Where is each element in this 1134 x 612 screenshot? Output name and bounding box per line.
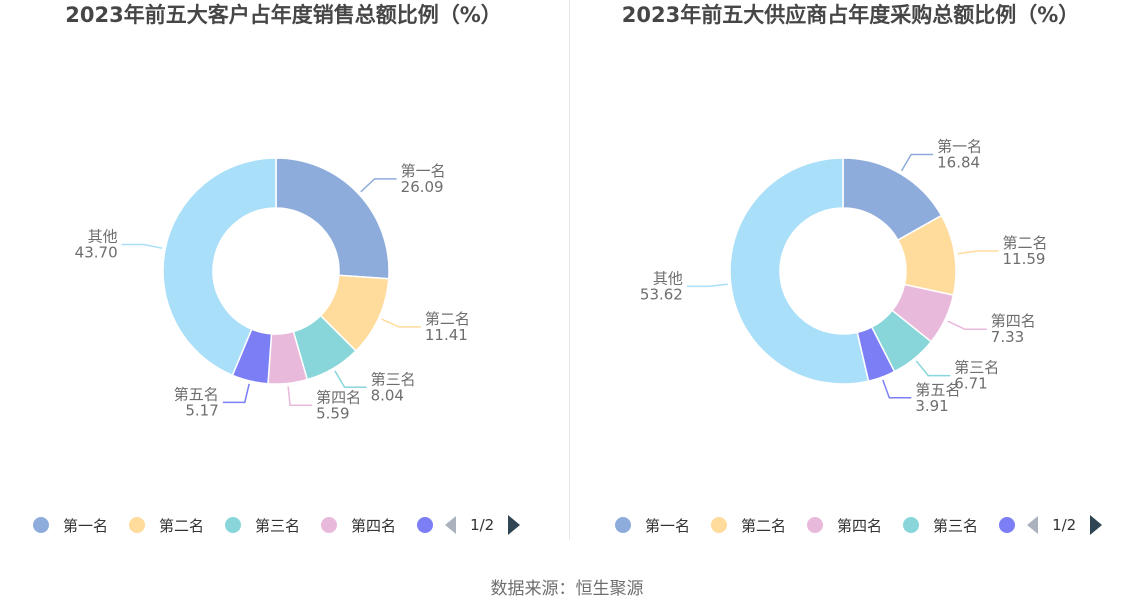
legend-label-1: 第一名	[63, 516, 109, 535]
data-source: 数据来源：恒生聚源	[490, 579, 644, 599]
leader-line-3	[947, 320, 987, 330]
legend-label-1: 第一名	[645, 516, 691, 535]
slice-label-2: 第二名	[425, 310, 470, 328]
legend-dot-5	[417, 517, 434, 533]
leader-line-3	[334, 370, 367, 389]
legend-dot-3	[807, 517, 824, 533]
slice-value-1: 26.09	[401, 178, 444, 196]
pager-text: 1/2	[470, 516, 495, 534]
legend-dot-1	[33, 517, 49, 533]
pager-next-icon[interactable]	[508, 515, 521, 535]
supplier-chart-panel: 2023年前五大供应商占年度采购总额比例（%） 第一名 16.84 第二名 11.59…	[567, 0, 1134, 548]
slice-label-4: 第四名	[316, 388, 361, 406]
legend-item-2[interactable]: 第二名	[129, 515, 204, 536]
legend-item-3[interactable]: 第四名	[807, 515, 882, 536]
legend-dot-4	[321, 517, 338, 533]
slice-value-4: 5.59	[316, 404, 349, 422]
slice-label-2: 第二名	[1003, 234, 1048, 252]
leader-line-4	[915, 360, 951, 377]
leader-line-6	[121, 243, 163, 249]
leader-line-5	[222, 383, 250, 404]
slice-value-3: 8.04	[371, 386, 404, 404]
slice-value-6: 53.62	[640, 285, 683, 303]
legend-item-1[interactable]: 第一名	[33, 515, 108, 536]
slice-label-5: 第五名	[915, 381, 960, 399]
legend-pager: 1/2	[1027, 515, 1103, 535]
leader-line-2	[957, 250, 999, 255]
legend-item-3[interactable]: 第三名	[225, 515, 300, 536]
leader-line-1	[900, 153, 934, 172]
slice-6[interactable]	[162, 157, 277, 377]
legend-dot-3	[225, 517, 242, 533]
slice-label-1: 第一名	[401, 162, 446, 180]
legend-label-2: 第二名	[159, 516, 205, 535]
customer-chart-panel: 2023年前五大客户占年度销售总额比例（%） 第一名 26.09 第二名 11.41 第…	[0, 0, 567, 548]
chart-title: 2023年前五大供应商占年度采购总额比例（%）	[621, 3, 1080, 27]
panel-divider	[569, 0, 570, 540]
legend-dot-1	[615, 517, 631, 533]
legend: 第一名 第二名 第三名 第四名 1/2	[33, 512, 521, 538]
legend-item-1[interactable]: 第一名	[615, 515, 690, 536]
leader-line-6	[686, 283, 728, 288]
leader-line-4	[287, 386, 313, 407]
legend-label-3: 第三名	[255, 516, 301, 535]
leader-line-1	[360, 178, 397, 193]
slice-1[interactable]	[275, 157, 390, 280]
slice-value-2: 11.59	[1003, 250, 1046, 268]
legend-label-2: 第二名	[741, 516, 787, 535]
legend-dot-4	[903, 517, 920, 533]
legend-label-4: 第三名	[933, 516, 979, 535]
slice-value-1: 16.84	[937, 153, 980, 171]
legend: 第一名 第二名 第四名 第三名 1/2	[615, 512, 1103, 538]
slice-value-6: 43.70	[75, 243, 118, 261]
pager-prev-icon[interactable]	[445, 516, 457, 534]
legend-dot-5	[999, 517, 1016, 533]
slice-value-5: 5.17	[185, 401, 218, 419]
slice-6[interactable]	[729, 157, 870, 385]
legend-item-4[interactable]: 第三名	[903, 515, 978, 536]
slice-label-5: 第五名	[174, 385, 219, 403]
legend-item-2[interactable]: 第二名	[711, 515, 786, 536]
pager-next-icon[interactable]	[1090, 515, 1103, 535]
slice-label-6: 其他	[653, 269, 683, 287]
chart-title: 2023年前五大客户占年度销售总额比例（%）	[65, 3, 502, 27]
slice-label-4: 第三名	[954, 359, 999, 377]
legend-item-5[interactable]	[999, 517, 1016, 533]
slice-label-3: 第三名	[371, 370, 416, 388]
legend-label-4: 第四名	[351, 516, 397, 535]
slice-value-2: 11.41	[425, 326, 468, 344]
legend-dot-2	[711, 517, 728, 533]
legend-dot-2	[129, 517, 146, 533]
legend-label-3: 第四名	[837, 516, 883, 535]
slice-value-3: 7.33	[991, 328, 1024, 346]
pager-text: 1/2	[1052, 516, 1077, 534]
slice-label-3: 第四名	[991, 312, 1036, 330]
legend-item-4[interactable]: 第四名	[321, 515, 396, 536]
slice-label-1: 第一名	[937, 137, 982, 155]
slice-label-6: 其他	[88, 227, 118, 245]
legend-pager: 1/2	[445, 515, 521, 535]
slice-value-5: 3.91	[915, 397, 948, 415]
slice-value-4: 6.71	[954, 375, 987, 393]
leader-line-5	[882, 379, 912, 399]
leader-line-2	[381, 318, 421, 328]
legend-item-5[interactable]	[417, 517, 434, 533]
pager-prev-icon[interactable]	[1027, 516, 1039, 534]
